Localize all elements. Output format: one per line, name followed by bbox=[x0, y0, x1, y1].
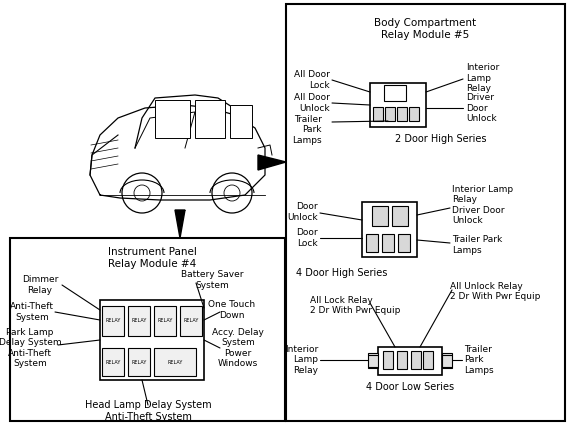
Text: Trailer Park
Lamps: Trailer Park Lamps bbox=[452, 235, 502, 255]
Bar bbox=[10, 238, 285, 421]
Text: Interior Lamp
Relay
Driver Door
Unlock: Interior Lamp Relay Driver Door Unlock bbox=[452, 185, 513, 225]
Text: RELAY: RELAY bbox=[105, 318, 121, 323]
Bar bbox=[128, 306, 150, 336]
Text: RELAY: RELAY bbox=[131, 360, 146, 365]
Bar bbox=[398, 234, 410, 252]
Text: Body Compartment
Relay Module #5: Body Compartment Relay Module #5 bbox=[374, 18, 476, 40]
Bar bbox=[100, 300, 204, 380]
Text: All Door
Unlock: All Door Unlock bbox=[294, 94, 330, 113]
Bar bbox=[378, 347, 442, 375]
Bar bbox=[366, 234, 378, 252]
Text: 4 Door High Series: 4 Door High Series bbox=[296, 268, 388, 278]
Bar bbox=[385, 107, 395, 121]
Bar bbox=[286, 4, 565, 421]
Text: 2 Door High Series: 2 Door High Series bbox=[395, 134, 487, 144]
Text: One Touch
Down: One Touch Down bbox=[209, 300, 255, 320]
Text: RELAY: RELAY bbox=[157, 318, 173, 323]
Bar bbox=[370, 83, 426, 127]
Text: Driver
Door
Unlock: Driver Door Unlock bbox=[466, 93, 496, 123]
Bar bbox=[195, 100, 225, 138]
Bar bbox=[362, 202, 417, 257]
Text: Head Lamp Delay System
Anti-Theft System: Head Lamp Delay System Anti-Theft System bbox=[85, 400, 211, 422]
Bar bbox=[384, 85, 406, 101]
Text: RELAY: RELAY bbox=[184, 318, 199, 323]
Text: Battery Saver
System: Battery Saver System bbox=[181, 270, 243, 290]
Text: RELAY: RELAY bbox=[168, 360, 183, 365]
Bar bbox=[383, 351, 393, 369]
Polygon shape bbox=[258, 155, 286, 170]
Text: Dimmer
Relay: Dimmer Relay bbox=[22, 275, 58, 295]
Bar bbox=[409, 107, 419, 121]
Bar bbox=[382, 234, 394, 252]
Text: RELAY: RELAY bbox=[131, 318, 146, 323]
Text: Park Lamp
Delay System
Anti-Theft
System: Park Lamp Delay System Anti-Theft System bbox=[0, 328, 62, 368]
Text: Door
Lock: Door Lock bbox=[296, 228, 318, 248]
Text: Interior
Lamp
Relay: Interior Lamp Relay bbox=[285, 345, 318, 375]
Bar bbox=[397, 107, 407, 121]
Bar bbox=[368, 353, 378, 368]
Bar bbox=[397, 351, 407, 369]
Text: Door
Unlock: Door Unlock bbox=[287, 202, 318, 222]
Bar bbox=[423, 351, 433, 369]
Bar bbox=[154, 348, 196, 376]
Text: Instrument Panel
Relay Module #4: Instrument Panel Relay Module #4 bbox=[108, 247, 197, 269]
Bar bbox=[411, 351, 421, 369]
Bar bbox=[180, 306, 202, 336]
Text: Interior
Lamp
Relay: Interior Lamp Relay bbox=[466, 63, 499, 93]
Bar bbox=[102, 348, 124, 376]
Bar bbox=[392, 206, 408, 226]
Text: 4 Door Low Series: 4 Door Low Series bbox=[366, 382, 454, 392]
Bar bbox=[155, 100, 190, 138]
Text: Trailer
Park
Lamps: Trailer Park Lamps bbox=[292, 115, 322, 145]
Text: RELAY: RELAY bbox=[105, 360, 121, 365]
Bar bbox=[128, 348, 150, 376]
Text: Anti-Theft
System: Anti-Theft System bbox=[10, 302, 54, 322]
Text: All Unlock Relay
2 Dr With Pwr Equip: All Unlock Relay 2 Dr With Pwr Equip bbox=[450, 282, 540, 301]
Polygon shape bbox=[175, 210, 185, 238]
Text: Accy. Delay
System
Power
Windows: Accy. Delay System Power Windows bbox=[212, 328, 264, 368]
Bar bbox=[442, 353, 452, 368]
Bar bbox=[372, 206, 388, 226]
Text: Trailer
Park
Lamps: Trailer Park Lamps bbox=[464, 345, 494, 375]
Bar bbox=[230, 105, 252, 138]
Bar bbox=[102, 306, 124, 336]
Bar bbox=[373, 107, 383, 121]
Text: All Door
Lock: All Door Lock bbox=[294, 70, 330, 90]
Bar bbox=[154, 306, 176, 336]
Text: All Lock Relay
2 Dr With Pwr Equip: All Lock Relay 2 Dr With Pwr Equip bbox=[310, 296, 400, 315]
